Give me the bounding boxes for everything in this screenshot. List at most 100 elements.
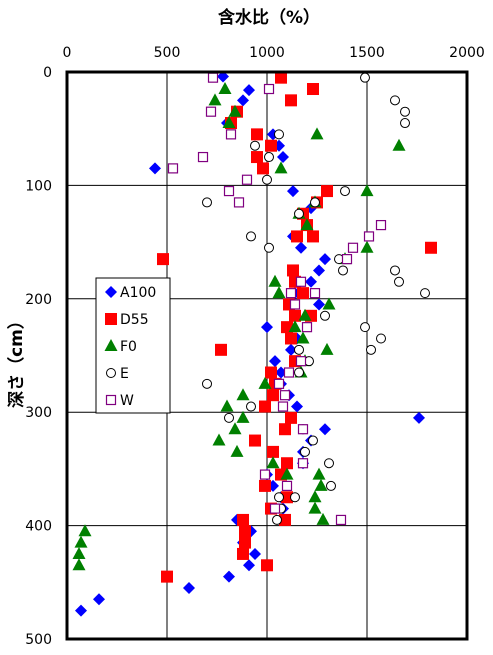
data-point-e	[400, 106, 410, 117]
data-point-w	[205, 106, 217, 117]
data-point-e	[394, 276, 404, 287]
data-point-w	[309, 288, 321, 299]
data-point-f0	[218, 82, 232, 95]
data-point-e	[294, 344, 304, 355]
data-point-e	[202, 378, 212, 389]
data-point-d55	[285, 94, 297, 107]
y-axis-title: 深さ（cm）	[6, 312, 27, 408]
data-point-d55	[279, 513, 291, 526]
data-point-d55	[265, 139, 277, 152]
data-point-d55	[251, 151, 263, 164]
x-tick-label: 2000	[449, 45, 485, 61]
data-point-e	[338, 265, 348, 276]
data-point-d55	[265, 366, 277, 379]
data-point-a100	[183, 581, 195, 594]
data-point-d55	[157, 253, 169, 266]
data-point-d55	[237, 547, 249, 560]
data-point-f0	[312, 467, 326, 480]
data-point-e	[390, 265, 400, 276]
data-point-w	[269, 503, 281, 514]
data-point-d55	[215, 343, 227, 356]
data-point-a100	[237, 94, 249, 107]
data-point-w	[241, 174, 253, 185]
data-point-f0	[72, 546, 86, 559]
data-point-e	[400, 118, 410, 129]
series-e	[202, 72, 430, 525]
data-point-a100	[149, 162, 161, 175]
data-point-a100	[285, 343, 297, 356]
data-point-w	[375, 219, 387, 231]
data-point-d55	[259, 479, 271, 492]
data-point-w	[297, 424, 309, 435]
data-point-f0	[300, 218, 314, 231]
data-point-f0	[236, 410, 250, 423]
data-point-f0	[322, 297, 336, 310]
data-point-a100	[319, 253, 331, 266]
data-point-e	[294, 208, 304, 219]
data-point-a100	[295, 241, 307, 254]
data-point-f0	[230, 444, 244, 457]
data-point-f0	[228, 104, 242, 117]
data-point-d55	[249, 434, 261, 447]
data-point-e	[290, 492, 300, 503]
data-point-e	[420, 288, 430, 299]
y-tick-label: 400	[25, 519, 52, 535]
data-point-d55	[259, 400, 271, 413]
data-point-d55	[161, 570, 173, 583]
data-point-a100	[75, 604, 87, 617]
data-point-e	[310, 197, 320, 208]
data-point-w	[277, 401, 289, 412]
data-point-e	[300, 446, 310, 457]
legend-item-a100: A100	[105, 285, 156, 301]
data-point-d55	[285, 411, 297, 424]
data-point-d55	[237, 513, 249, 526]
data-points	[72, 70, 437, 617]
data-point-f0	[228, 422, 242, 435]
data-point-a100	[313, 264, 325, 277]
legend-label: W	[120, 393, 134, 409]
data-point-w	[263, 83, 275, 95]
data-point-f0	[392, 138, 406, 151]
y-tick-label: 300	[25, 405, 52, 421]
data-point-d55	[425, 241, 437, 254]
data-point-d55	[267, 445, 279, 458]
data-point-w	[259, 469, 271, 480]
data-point-e	[250, 140, 260, 151]
legend-label: F0	[120, 339, 137, 355]
data-point-f0	[360, 184, 374, 197]
data-point-e	[264, 152, 274, 163]
legend-item-d55: D55	[105, 312, 149, 328]
data-point-a100	[261, 321, 273, 334]
data-point-d55	[289, 309, 301, 322]
data-point-e	[366, 344, 376, 355]
data-point-d55	[267, 389, 279, 402]
data-point-w	[295, 356, 307, 367]
legend-label: A100	[120, 285, 156, 301]
data-point-a100	[93, 593, 105, 606]
data-point-w	[301, 322, 313, 333]
y-tick-label: 200	[25, 292, 52, 308]
data-point-e	[246, 401, 256, 412]
data-point-w	[295, 276, 307, 287]
data-point-e	[360, 72, 370, 83]
legend-marker-e	[106, 368, 116, 378]
data-point-d55	[239, 536, 251, 549]
data-point-f0	[310, 127, 324, 140]
data-point-a100	[413, 411, 425, 424]
data-point-d55	[307, 230, 319, 243]
data-point-w	[225, 129, 237, 140]
data-point-f0	[280, 467, 294, 480]
data-point-d55	[297, 287, 309, 300]
data-point-f0	[220, 399, 234, 412]
data-point-e	[274, 492, 284, 503]
y-tick-label: 0	[43, 65, 52, 81]
data-point-f0	[236, 388, 250, 401]
data-point-d55	[261, 559, 273, 572]
data-point-d55	[321, 185, 333, 198]
data-point-d55	[281, 491, 293, 504]
data-point-w	[197, 151, 209, 163]
x-axis-title: 含水比（%）	[218, 7, 320, 28]
data-point-f0	[308, 490, 322, 503]
data-point-e	[272, 514, 282, 525]
